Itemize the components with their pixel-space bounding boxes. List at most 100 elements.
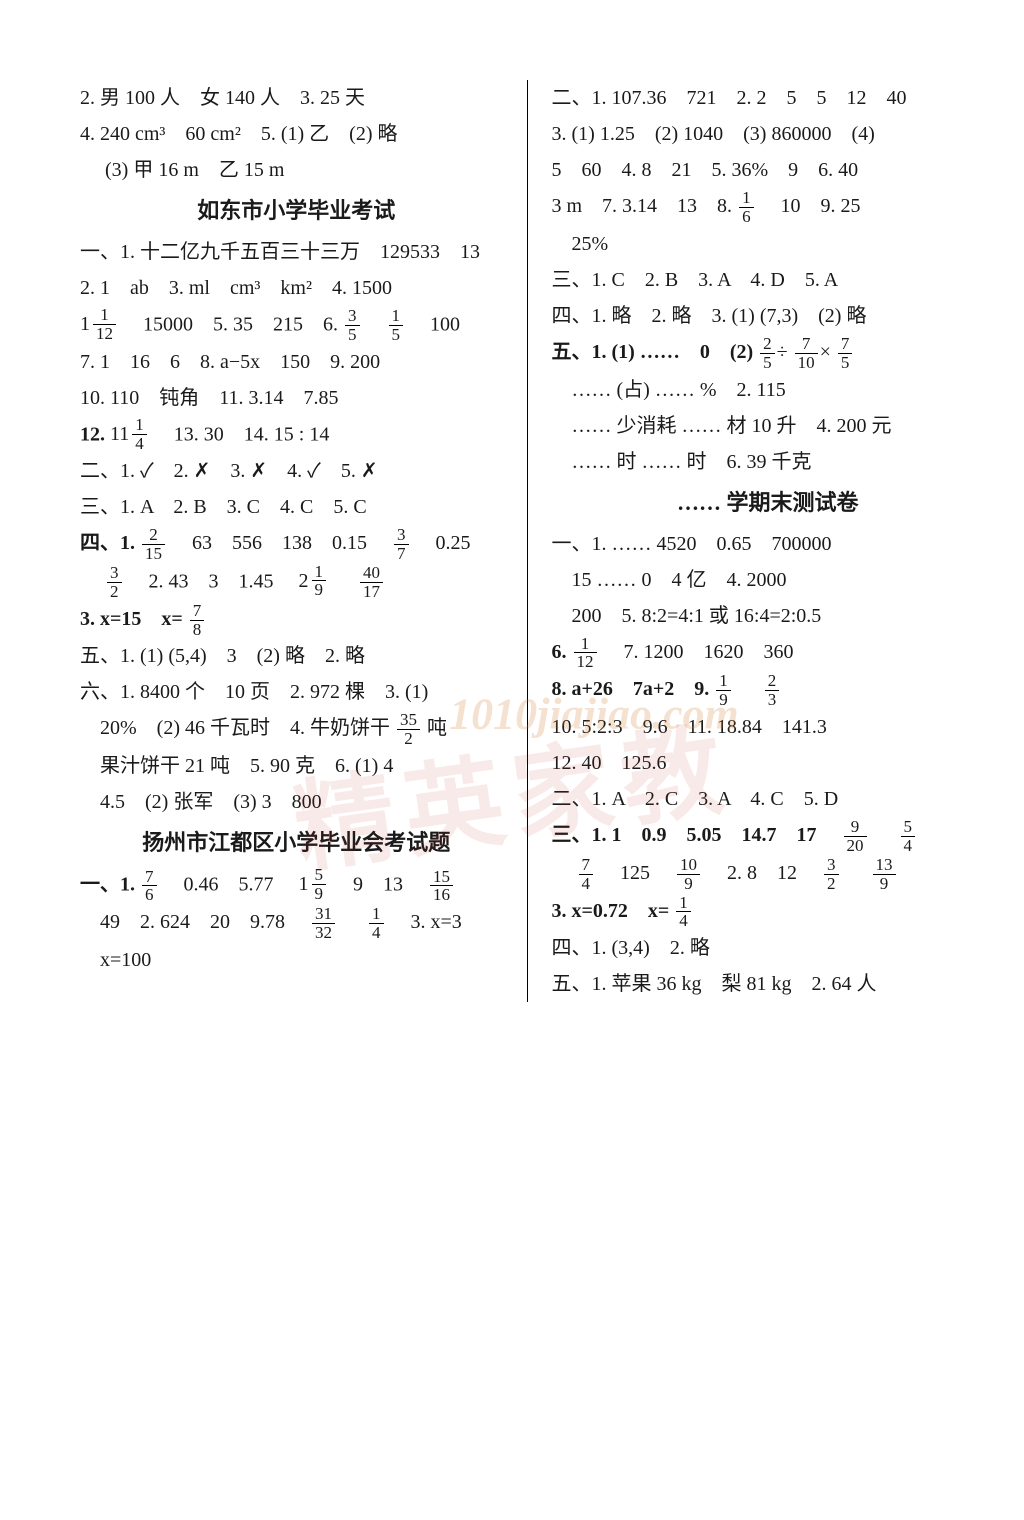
text-run (874, 824, 894, 846)
text-run: 63 556 138 0.15 (172, 532, 387, 554)
text-line: 25% (552, 226, 985, 262)
fraction: 32 (824, 856, 839, 893)
text-line: x=100 (80, 942, 513, 978)
text-line: 6. 112 7. 1200 1620 360 (552, 634, 985, 672)
fraction: 78 (190, 602, 205, 639)
text-line: 三、1. 1 0.9 5.05 14.7 17 920 54 (552, 817, 985, 855)
two-column-layout: 2. 男 100 人 女 140 人 3. 25 天 4. 240 cm³ 60… (80, 80, 984, 1002)
fraction: 75 (838, 335, 853, 372)
text-line: 3 m 7. 3.14 13 8. 16 10 9. 25 (552, 188, 985, 226)
text-run: 10 9. 25 (761, 195, 861, 217)
text-line: …… 时 …… 时 6. 39 千克 (552, 444, 985, 480)
text-run: 吨 (427, 717, 447, 739)
text-line: 3. x=0.72 x= 14 (552, 893, 985, 931)
text-line: (3) 甲 16 m 乙 15 m (80, 152, 513, 188)
text-line: 四、1. 略 2. 略 3. (1) (7,3) (2) 略 (552, 298, 985, 334)
mixed-fraction: 219 (299, 563, 329, 600)
text-run: 8. a+26 7a+2 9. (552, 678, 710, 700)
text-run: 100 (410, 313, 460, 335)
mixed-fraction: 159 (299, 866, 329, 903)
text-run: 三、1. 1 0.9 5.05 14.7 17 (552, 824, 837, 846)
text-run (80, 570, 100, 592)
text-line: 8. a+26 7a+2 9. 19 23 (552, 671, 985, 709)
text-run: 3. x=0.72 x= (552, 900, 670, 922)
right-column: 二、1. 107.36 721 2. 2 5 5 12 40 3. (1) 1.… (538, 80, 985, 1002)
text-line: 7. 1 16 6 8. a−5x 150 9. 200 (80, 344, 513, 380)
text-run: 3. x=15 x= (80, 608, 183, 630)
fraction: 23 (765, 672, 780, 709)
text-run: 6. (552, 641, 567, 663)
text-line: 20% (2) 46 千瓦时 4. 牛奶饼干 352 吨 (80, 710, 513, 748)
text-line: 2. 男 100 人 女 140 人 3. 25 天 (80, 80, 513, 116)
text-run: 0.46 5.77 (164, 873, 294, 895)
text-line: 4.5 (2) 张军 (3) 3 800 (80, 784, 513, 820)
text-line: 10. 110 钝角 11. 3.14 7.85 (80, 380, 513, 416)
left-column: 2. 男 100 人 女 140 人 3. 25 天 4. 240 cm³ 60… (80, 80, 528, 1002)
fraction: 920 (844, 818, 867, 855)
text-line: 二、1. 107.36 721 2. 2 5 5 12 40 (552, 80, 985, 116)
text-run: 四、1. (80, 532, 135, 554)
text-line: 五、1. (1) …… 0 (2) 25÷ 710× 75 (552, 334, 985, 372)
text-run (552, 862, 572, 884)
mixed-fraction: 1114 (110, 416, 149, 453)
text-line: 32 2. 43 3 1.45 219 4017 (80, 563, 513, 601)
text-line: 4. 240 cm³ 60 cm² 5. (1) 乙 (2) 略 (80, 116, 513, 152)
text-run: 7. 1200 1620 360 (604, 641, 794, 663)
text-line: 5 60 4. 8 21 5. 36% 9 6. 40 (552, 152, 985, 188)
fraction: 16 (739, 189, 754, 226)
text-line: 10. 5:2:3 9.6 11. 18.84 141.3 (552, 709, 985, 745)
fraction: 1516 (430, 868, 453, 905)
text-run (333, 570, 353, 592)
section-heading: 扬州市江都区小学毕业会考试题 (80, 820, 513, 866)
text-run (342, 911, 362, 933)
text-run: 2. 43 3 1.45 (129, 570, 294, 592)
text-line: 2. 1 ab 3. ml cm³ km² 4. 1500 (80, 270, 513, 306)
fraction: 4017 (360, 564, 383, 601)
mixed-fraction: 1112 (80, 306, 118, 343)
text-line: 74 125 109 2. 8 12 32 139 (552, 855, 985, 893)
fraction: 14 (676, 894, 691, 931)
fraction: 74 (579, 856, 594, 893)
fraction: 35 (345, 307, 360, 344)
text-run: 9 13 (333, 873, 423, 895)
text-run: 五、1. (1) …… 0 (2) (552, 341, 759, 363)
fraction: 109 (677, 856, 700, 893)
text-line: 12. 1114 13. 30 14. 15 : 14 (80, 416, 513, 453)
text-run: 0.25 (416, 532, 471, 554)
fraction: 352 (397, 711, 420, 748)
text-line: 一、1. …… 4520 0.65 700000 (552, 526, 985, 562)
fraction: 19 (716, 672, 731, 709)
text-line: 200 5. 8:2=4:1 或 16:4=2:0.5 (552, 598, 985, 634)
fraction: 215 (142, 526, 165, 563)
text-line: 一、1. 76 0.46 5.77 159 9 13 1516 (80, 866, 513, 904)
fraction: 139 (873, 856, 896, 893)
text-run: 12. (80, 423, 110, 445)
text-line: 五、1. 苹果 36 kg 梨 81 kg 2. 64 人 (552, 966, 985, 1002)
text-line: 1112 15000 5. 35 215 6. 35 15 100 (80, 306, 513, 344)
fraction: 3132 (312, 905, 335, 942)
fraction: 37 (394, 526, 409, 563)
text-run: 13. 30 14. 15 : 14 (154, 423, 330, 445)
fraction: 15 (389, 307, 404, 344)
text-line: 四、1. (3,4) 2. 略 (552, 930, 985, 966)
fraction: 112 (574, 635, 597, 672)
text-line: 三、1. C 2. B 3. A 4. D 5. A (552, 262, 985, 298)
text-run: 49 2. 624 20 9.78 (80, 911, 305, 933)
text-run: 3 m 7. 3.14 13 8. (552, 195, 733, 217)
text-line: 四、1. 215 63 556 138 0.15 37 0.25 (80, 525, 513, 563)
text-run (738, 678, 758, 700)
text-run: 一、1. (80, 873, 135, 895)
fraction: 54 (901, 818, 916, 855)
text-run (846, 862, 866, 884)
text-line: 49 2. 624 20 9.78 3132 14 3. x=3 (80, 904, 513, 942)
text-line: 三、1. A 2. B 3. C 4. C 5. C (80, 489, 513, 525)
text-run: 125 (600, 862, 670, 884)
text-line: 一、1. 十二亿九千五百三十三万 129533 13 (80, 234, 513, 270)
text-line: 二、1. A 2. C 3. A 4. C 5. D (552, 781, 985, 817)
text-line: 3. (1) 1.25 (2) 1040 (3) 860000 (4) (552, 116, 985, 152)
fraction: 76 (142, 868, 157, 905)
fraction: 25 (760, 335, 775, 372)
text-run: 20% (2) 46 千瓦时 4. 牛奶饼干 (80, 717, 390, 739)
text-run: 2. 8 12 (707, 862, 817, 884)
text-line: 五、1. (1) (5,4) 3 (2) 略 2. 略 (80, 638, 513, 674)
